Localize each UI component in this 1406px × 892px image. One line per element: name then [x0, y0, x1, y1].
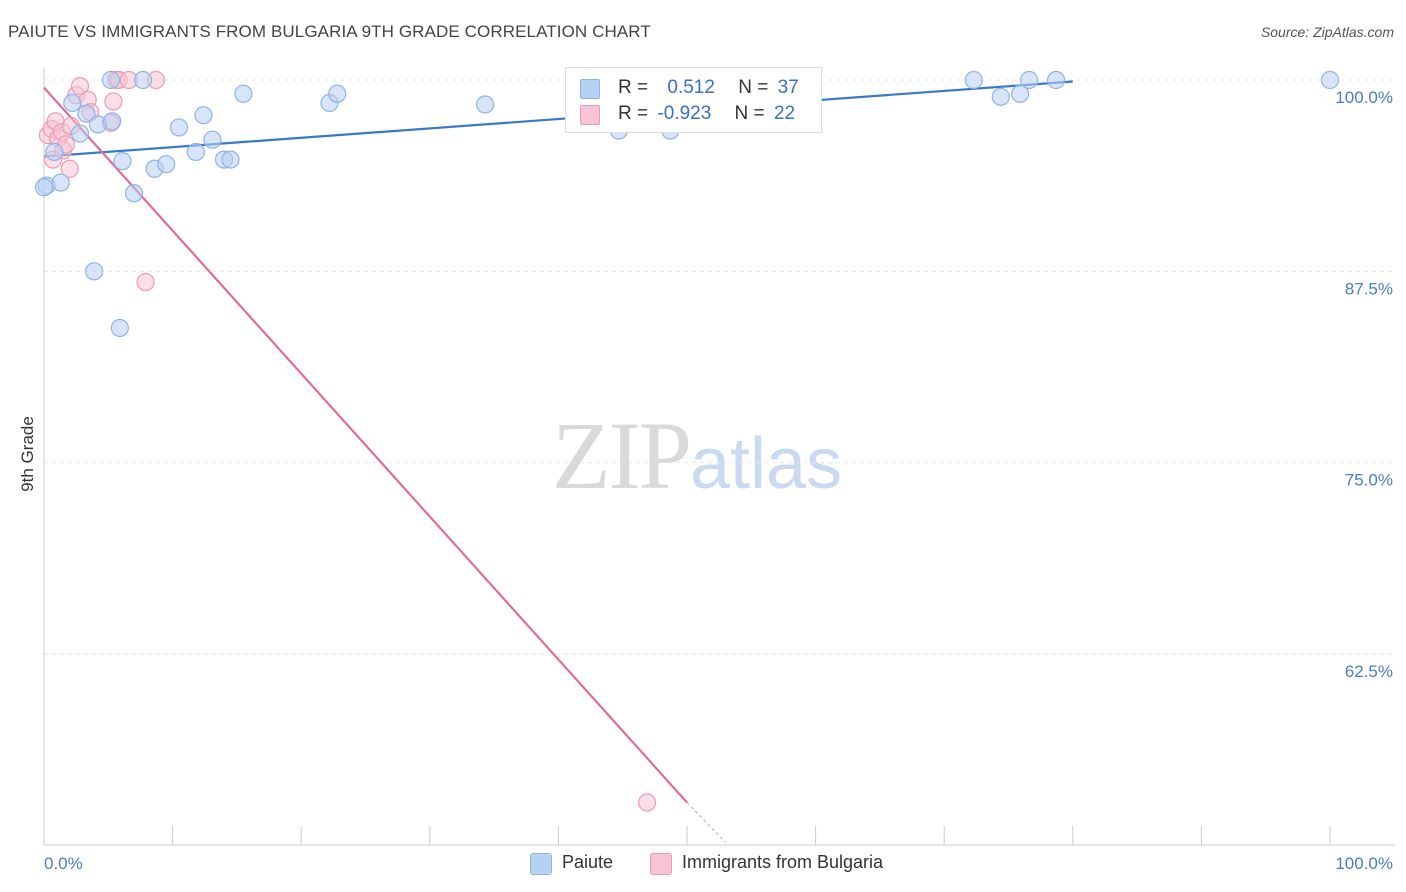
bulgaria-trend-line — [43, 86, 688, 804]
paiute-swatch — [580, 79, 600, 99]
paiute-point — [1046, 70, 1066, 90]
paiute-point — [103, 112, 122, 131]
paiute-point — [77, 104, 96, 123]
paiute-point — [45, 142, 64, 162]
legend-label-bulgaria: Immigrants from Bulgaria — [682, 852, 884, 872]
paiute-point — [194, 106, 213, 125]
n-value: 22 — [773, 103, 796, 124]
paiute-point — [124, 184, 144, 203]
paiute-point — [157, 155, 176, 174]
paiute-point — [1019, 70, 1039, 90]
r-label: R = — [618, 103, 649, 124]
axes — [43, 68, 1395, 846]
bulgaria-trend-extension — [686, 802, 727, 843]
r-value: 0.512 — [667, 77, 715, 98]
paiute-point — [964, 70, 983, 90]
chart-title: PAIUTE VS IMMIGRANTS FROM BULGARIA 9TH G… — [8, 22, 651, 41]
x-tick-label-max: 100.0% — [1335, 854, 1393, 873]
watermark-zip: ZIP — [552, 402, 692, 509]
data-points — [34, 70, 1340, 812]
paiute-point — [328, 84, 347, 103]
paiute-point — [186, 142, 205, 162]
paiute-point — [203, 130, 222, 149]
paiute-point — [1010, 84, 1030, 103]
bulgaria-point — [70, 77, 90, 96]
grid-lines — [44, 79, 1395, 655]
x-tick-label-min: 0.0% — [44, 854, 83, 873]
watermark: ZIPatlas — [552, 400, 842, 511]
paiute-point — [221, 150, 240, 169]
paiute-point — [234, 84, 253, 103]
axis-labels: 100.0% 87.5% 75.0% 62.5% 0.0% 100.0% 9th Grade — [18, 88, 1393, 873]
legend-label-paiute: Paiute — [562, 852, 614, 872]
y-axis-label: 9th Grade — [18, 416, 37, 492]
y-tick-label: 87.5% — [1345, 279, 1393, 298]
bulgaria-point — [60, 159, 79, 178]
paiute-point — [1320, 70, 1340, 90]
n-label: N = — [734, 103, 765, 124]
n-label: N = — [738, 77, 769, 98]
bulgaria-point — [136, 272, 155, 292]
trend-lines — [43, 80, 1073, 843]
paiute-point — [113, 152, 132, 171]
paiute-point — [133, 70, 153, 90]
paiute-legend-swatch — [530, 853, 552, 875]
paiute-point — [34, 178, 54, 197]
bulgaria-swatch — [580, 105, 600, 125]
bulgaria-legend-swatch — [650, 853, 672, 875]
paiute-point — [85, 262, 104, 281]
paiute-point — [101, 70, 120, 90]
y-tick-label: 75.0% — [1345, 471, 1393, 490]
r-value: -0.923 — [657, 103, 712, 124]
r-label: R = — [618, 77, 649, 98]
y-tick-label: 62.5% — [1345, 662, 1393, 681]
paiute-point — [169, 118, 189, 137]
paiute-point — [70, 124, 90, 143]
stats-legend: R = 0.512 N = 37 R = -0.923 N = 22 — [565, 67, 822, 133]
paiute-point — [63, 93, 82, 113]
watermark-atlas: atlas — [690, 424, 843, 504]
bulgaria-point — [638, 793, 657, 812]
y-tick-label: 100.0% — [1335, 88, 1393, 107]
paiute-point — [991, 87, 1010, 106]
source-label: Source: ZipAtlas.com — [1260, 24, 1394, 40]
bulgaria-point — [104, 92, 123, 111]
paiute-point — [110, 318, 129, 338]
n-value: 37 — [777, 77, 799, 98]
paiute-point — [51, 173, 70, 192]
paiute-point — [475, 95, 495, 114]
